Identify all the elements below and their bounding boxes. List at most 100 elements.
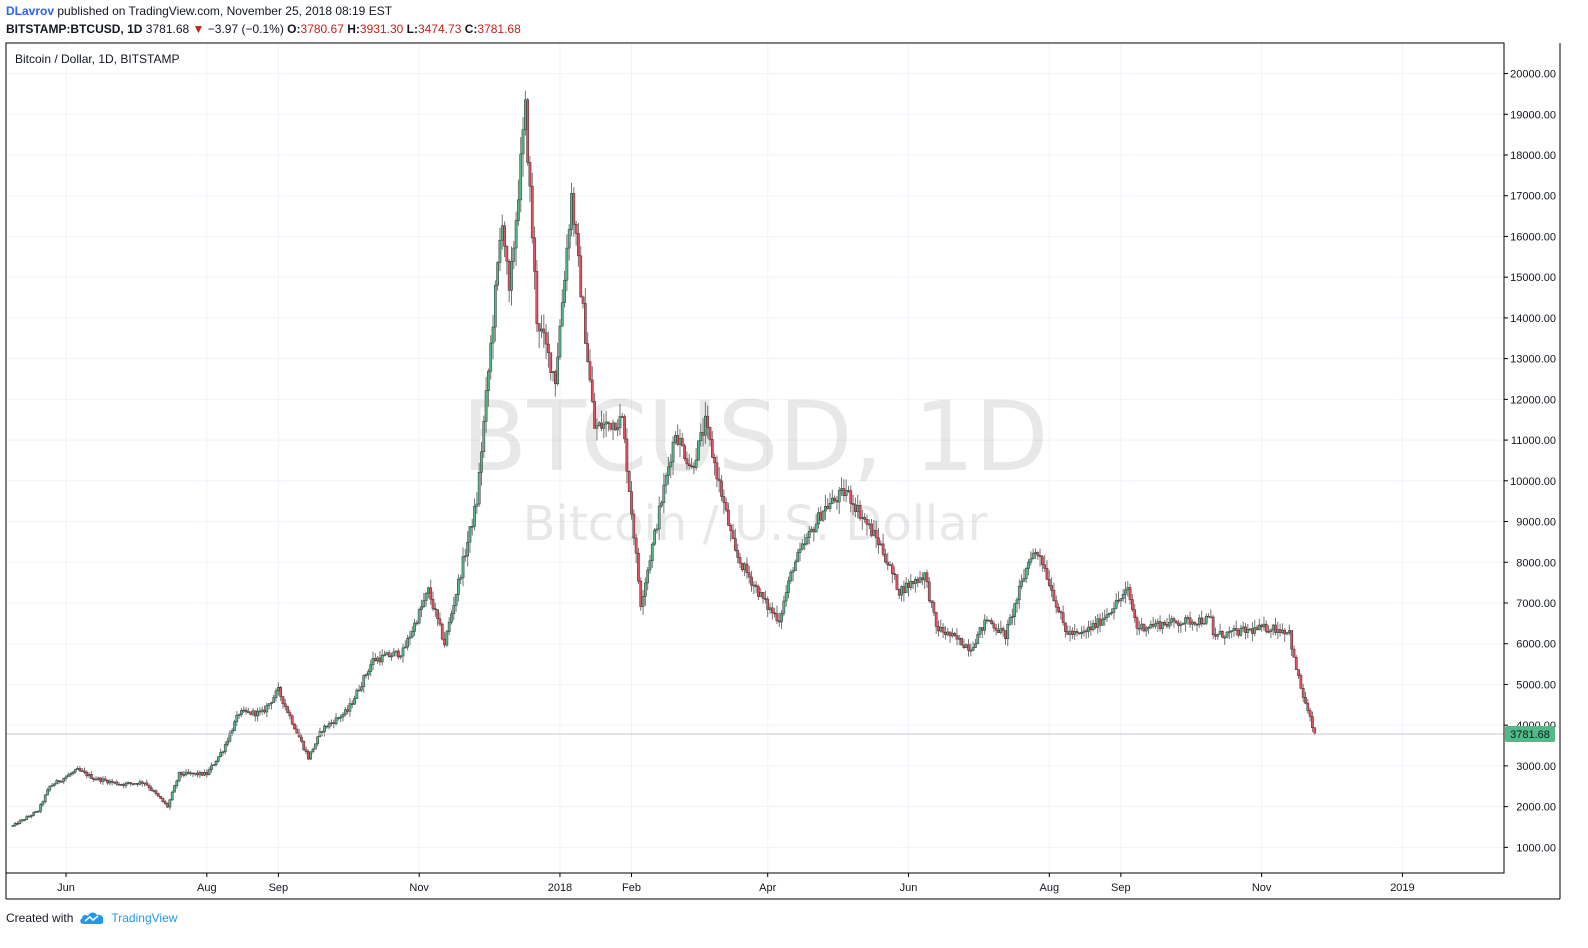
candle-down [83, 770, 86, 773]
candle-up [810, 528, 813, 532]
candle-down [120, 784, 123, 786]
price-axis[interactable]: 1000.002000.003000.004000.005000.006000.… [1504, 69, 1556, 855]
candle-up [496, 262, 499, 286]
candle-up [168, 799, 172, 808]
candle-down [16, 823, 19, 825]
candle-down [1045, 568, 1049, 580]
candle-up [500, 225, 504, 241]
time-axis[interactable]: Jun Aug Sep Nov 2018 Feb Apr Jun Aug Sep Nov 2019 [57, 873, 1415, 894]
candle-down [507, 260, 511, 291]
candle-down [85, 772, 89, 777]
candle-down [1098, 618, 1102, 626]
candle-down [708, 427, 712, 440]
tradingview-cloud-icon[interactable] [79, 911, 105, 925]
candle-down [1207, 615, 1210, 618]
candle-down [581, 296, 585, 304]
candle-down [676, 435, 680, 445]
candle-down [530, 185, 534, 239]
candle-up [133, 783, 137, 785]
candle-up [327, 723, 331, 728]
candle-up [814, 523, 818, 533]
candle-up [1034, 552, 1037, 554]
candle-down [600, 422, 603, 429]
candle-down [992, 623, 996, 629]
candle-up [655, 528, 659, 531]
candle-up [18, 820, 22, 825]
candle-down [720, 480, 723, 497]
candle-down [863, 517, 866, 520]
candle-down [1135, 617, 1139, 629]
candle-down [537, 323, 541, 332]
candle-down [505, 246, 509, 262]
candle-down [200, 771, 204, 776]
chart-legend-title: Bitcoin / Dollar, 1D, BITSTAMP [15, 52, 180, 66]
candle-up [482, 421, 486, 452]
candle-up [519, 153, 523, 201]
candle-down [1038, 555, 1042, 557]
candle-up [556, 356, 560, 385]
candle-down [1117, 599, 1120, 602]
candle-up [602, 423, 606, 429]
candle-down [1234, 628, 1238, 631]
last-price: 3781.68 [145, 22, 190, 36]
candle-up [595, 425, 599, 429]
candle-down [865, 519, 869, 525]
candle-down [533, 237, 536, 272]
candle-up [1209, 616, 1213, 619]
candle-up [805, 537, 809, 545]
candle-down [249, 711, 253, 715]
candle-up [1216, 633, 1220, 637]
candle-up [840, 488, 843, 491]
price-tick-label: 6000.00 [1516, 639, 1556, 651]
candle-up [223, 744, 227, 753]
candle-up [50, 785, 54, 787]
candle-up [237, 714, 241, 716]
candle-down [103, 778, 107, 781]
candle-up [664, 475, 668, 486]
candle-down [535, 271, 539, 324]
candle-down [549, 352, 553, 373]
candle-down [680, 438, 684, 447]
candle-down [826, 506, 830, 509]
candle-down [1004, 630, 1007, 640]
candle-up [13, 823, 17, 826]
candle-down [1283, 629, 1287, 635]
candle-down [835, 500, 839, 503]
candle-down [304, 749, 308, 752]
candle-up [517, 199, 520, 221]
candle-down [295, 728, 299, 734]
candle-down [1047, 579, 1051, 586]
candle-down [180, 771, 183, 775]
candle-down [851, 503, 855, 506]
last-price-tag-text: 3781.68 [1510, 729, 1550, 741]
candle-down [92, 778, 96, 780]
candle-down [325, 725, 329, 728]
candle-down [1200, 617, 1203, 624]
candle-down [934, 612, 938, 627]
candle-up [671, 441, 675, 463]
candle-up [644, 582, 647, 597]
candle-down [205, 772, 209, 775]
candle-up [1020, 580, 1023, 587]
candle-up [523, 99, 527, 131]
candle-down [106, 780, 109, 784]
candle-down [890, 564, 894, 574]
candle-up [844, 490, 848, 496]
tradingview-brand-link[interactable]: TradingView [111, 911, 178, 925]
candle-down [994, 627, 998, 631]
candle-up [828, 502, 832, 509]
close-value: 3781.68 [477, 22, 521, 36]
candle-down [987, 619, 991, 622]
candle-down [503, 225, 506, 247]
candle-up [177, 771, 181, 782]
author-link[interactable]: DLavrov [6, 4, 55, 18]
candle-down [902, 586, 906, 594]
candle-up [403, 646, 407, 649]
candle-down [544, 332, 548, 345]
high-label: H: [347, 22, 360, 36]
time-tick-label: Sep [1111, 882, 1131, 894]
candle-up [768, 607, 772, 610]
candle-up [408, 636, 412, 639]
price-tick-label: 16000.00 [1510, 231, 1556, 243]
